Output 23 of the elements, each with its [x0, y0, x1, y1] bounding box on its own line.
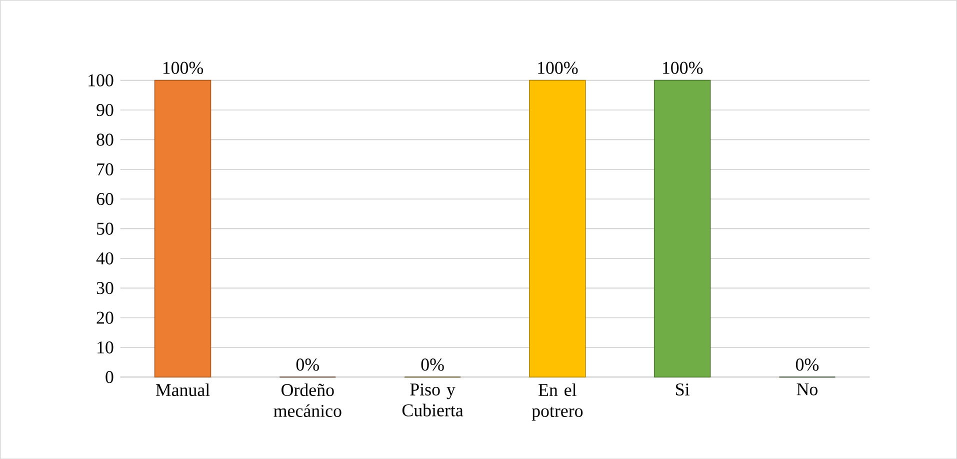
y-tick-label: 100 [88, 74, 114, 86]
y-tick-label: 60 [96, 192, 114, 205]
x-tick-label: No [796, 383, 818, 396]
x-tick-label: En el potrero [532, 383, 583, 420]
data-label: 0% [296, 358, 319, 371]
data-label: 0% [421, 358, 444, 371]
data-label: 100% [662, 62, 703, 74]
y-tick-label: 70 [97, 163, 114, 176]
x-tick-label: Manual [156, 383, 210, 396]
y-tick-label: 50 [97, 222, 114, 235]
data-label: 100% [163, 62, 204, 74]
y-tick-label: 40 [96, 252, 114, 264]
y-tick-label: 10 [98, 341, 114, 354]
x-tick-label: Piso y Cubierta [402, 383, 464, 416]
x-tick-label: Si [676, 383, 690, 396]
y-tick-label: 30 [96, 282, 114, 294]
data-label: 100% [538, 62, 578, 74]
y-tick-label: 0 [106, 370, 114, 383]
y-tick-label: 90 [96, 104, 114, 116]
y-tick-label: 20 [96, 311, 114, 324]
y-tick-label: 80 [96, 133, 114, 146]
data-label: 0% [796, 358, 819, 371]
x-tick-label: Ordeño mecánico [274, 383, 342, 417]
